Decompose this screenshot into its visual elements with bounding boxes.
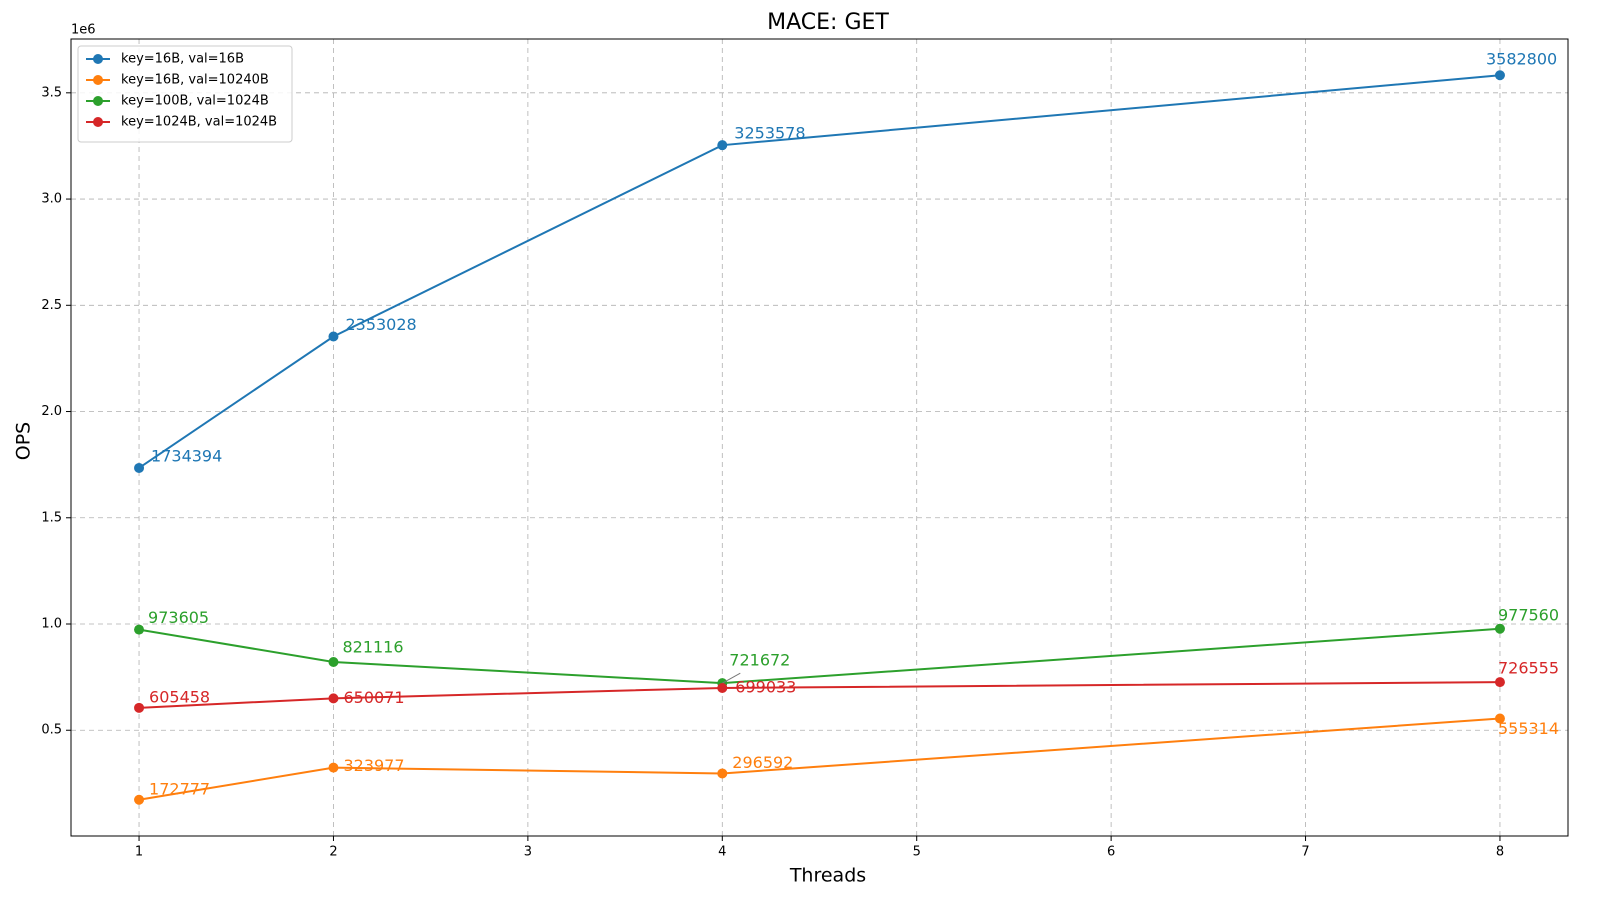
data-label: 605458 bbox=[149, 687, 210, 706]
data-label: 821116 bbox=[342, 638, 403, 657]
point bbox=[1494, 70, 1505, 81]
data-label: 721672 bbox=[729, 651, 790, 670]
point bbox=[134, 702, 145, 713]
series-line bbox=[138, 681, 1500, 709]
point bbox=[328, 657, 339, 668]
legend-marker bbox=[93, 96, 103, 106]
point bbox=[717, 682, 728, 693]
data-label: 555314 bbox=[1498, 719, 1559, 738]
point bbox=[328, 693, 339, 704]
y-tick-label: 1.0 bbox=[41, 617, 62, 632]
point bbox=[1494, 677, 1505, 688]
point bbox=[328, 762, 339, 773]
legend-marker bbox=[93, 75, 103, 85]
data-label: 650071 bbox=[343, 688, 404, 707]
point bbox=[1494, 713, 1505, 724]
x-tick-label: 1 bbox=[135, 845, 143, 860]
legend-label: key=16B, val=16B bbox=[121, 52, 244, 67]
x-axis-label: Threads bbox=[789, 865, 866, 887]
plot-frame bbox=[70, 38, 1569, 837]
legend-label: key=16B, val=10240B bbox=[121, 73, 269, 88]
data-label: 3253578 bbox=[734, 124, 805, 143]
legend-marker bbox=[93, 117, 103, 127]
legend-frame bbox=[77, 45, 293, 143]
point bbox=[1494, 623, 1505, 634]
point bbox=[134, 624, 145, 635]
x-tick-label: 8 bbox=[1496, 845, 1504, 860]
x-tick-label: 6 bbox=[1107, 845, 1115, 860]
point bbox=[717, 768, 728, 779]
y-tick-label: 0.5 bbox=[41, 723, 62, 738]
y-tick-label: 3.5 bbox=[41, 85, 62, 100]
data-label: 977560 bbox=[1498, 605, 1559, 624]
point bbox=[134, 794, 145, 805]
data-label: 699033 bbox=[735, 677, 796, 696]
y-tick-label: 2.0 bbox=[41, 404, 62, 419]
data-label: 296592 bbox=[732, 753, 793, 772]
data-label: 3582800 bbox=[1486, 50, 1557, 69]
y-tick-label: 3.0 bbox=[41, 192, 62, 207]
data-label: 172777 bbox=[149, 779, 210, 798]
series-line bbox=[138, 74, 1501, 469]
legend-marker bbox=[93, 54, 103, 64]
y-axis-label: OPS bbox=[13, 422, 35, 460]
point bbox=[328, 331, 339, 342]
x-tick-label: 2 bbox=[329, 845, 337, 860]
label-connector bbox=[722, 672, 741, 684]
x-tick-label: 4 bbox=[718, 845, 726, 860]
data-label: 726555 bbox=[1498, 659, 1559, 678]
x-tick-label: 5 bbox=[913, 845, 921, 860]
x-tick-label: 3 bbox=[524, 845, 532, 860]
legend-label: key=1024B, val=1024B bbox=[121, 115, 277, 130]
legend: key=16B, val=16B key=16B, val=10240B key=1… bbox=[77, 45, 293, 143]
point bbox=[717, 140, 728, 151]
series-line bbox=[138, 627, 1501, 685]
chart-title: MACE: GET bbox=[767, 10, 889, 35]
y-tick-label: 1.5 bbox=[41, 510, 62, 525]
x-tick-label: 7 bbox=[1301, 845, 1309, 860]
data-label: 2353028 bbox=[345, 315, 416, 334]
legend-label: key=100B, val=1024B bbox=[121, 94, 269, 109]
data-label: 973605 bbox=[148, 608, 209, 627]
data-label: 323977 bbox=[343, 756, 404, 775]
y-tick-label: 2.5 bbox=[41, 298, 62, 313]
y-offset-label: 1e6 bbox=[71, 23, 96, 38]
data-label: 1734394 bbox=[151, 446, 222, 465]
series-line bbox=[138, 717, 1501, 801]
point bbox=[134, 462, 145, 473]
